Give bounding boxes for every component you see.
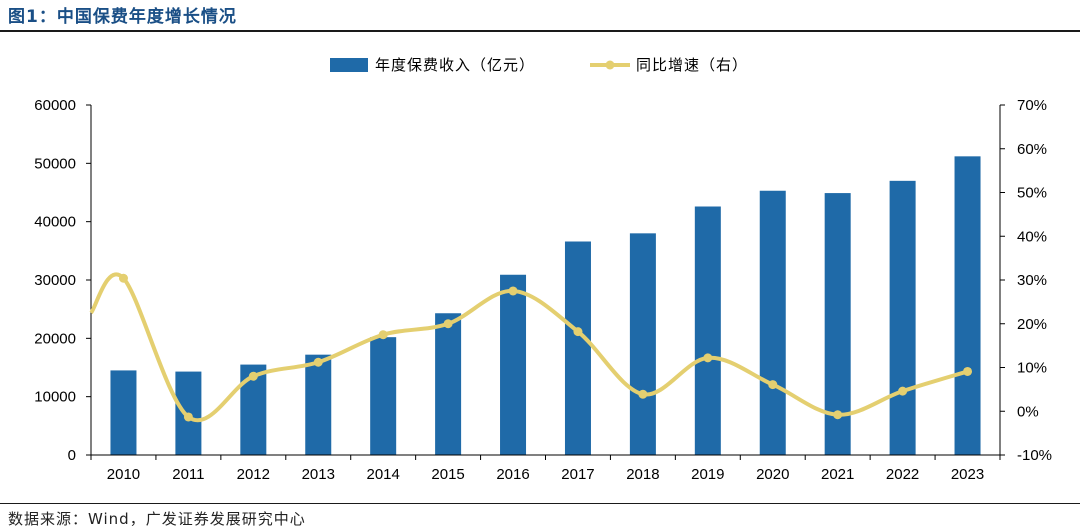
x-tick-label-2023: 2023 [951,466,984,483]
x-tick-label-2010: 2010 [107,466,140,483]
growth-point-2018 [638,389,648,399]
bar-2022 [889,180,916,456]
left-tick-label: 40000 [34,214,76,231]
x-tick-label-2021: 2021 [821,466,854,483]
legend-line-label: 同比增速（右） [636,56,748,74]
x-tick-label-2022: 2022 [886,466,919,483]
x-tick-label-2018: 2018 [626,466,659,483]
growth-point-2023 [963,366,973,376]
growth-point-2020 [768,380,778,390]
bar-2019 [694,206,721,455]
right-tick-label: -10% [1017,447,1052,464]
source-note: 数据来源：Wind，广发证券发展研究中心 [8,510,306,528]
bar-2014 [370,337,397,455]
left-tick-label: 30000 [34,272,76,289]
growth-point-2015 [443,319,453,329]
legend-line-marker [605,60,615,70]
growth-point-2016 [508,286,518,296]
right-tick-label: 40% [1017,228,1047,245]
x-tick-label-2020: 2020 [756,466,789,483]
line-series [89,272,973,423]
growth-point-2012 [248,371,258,381]
bottom-rule [0,503,1080,504]
right-tick-label: 0% [1017,403,1039,420]
growth-point-2019 [703,353,713,363]
right-tick-label: 50% [1017,185,1047,202]
right-tick-label: 20% [1017,316,1047,333]
right-tick-label: 70% [1017,97,1047,114]
top-rule [0,30,1080,32]
legend: 年度保费收入（亿元） 同比增速（右） [330,56,748,74]
growth-point-2010 [118,273,128,283]
bar-2023 [954,156,981,456]
figure-title: 图1：中国保费年度增长情况 [8,7,237,27]
growth-point-2011 [183,412,193,422]
x-tick-label-2015: 2015 [431,466,464,483]
left-tick-label: 20000 [34,330,76,347]
bar-2017 [564,241,591,455]
bar-2010 [110,370,137,455]
x-tick-label-2011: 2011 [172,466,204,483]
chart: 年度保费收入（亿元） 同比增速（右） 0 10000 20000 30000 40000 5… [34,56,1052,483]
right-tick-label: 30% [1017,272,1047,289]
x-tick-label-2016: 2016 [496,466,529,483]
x-tick-label-2017: 2017 [561,466,594,483]
right-tick-label: 60% [1017,141,1047,158]
left-tick-label: 0 [68,447,76,464]
bar-2020 [759,190,786,455]
x-tick-label-2019: 2019 [691,466,724,483]
legend-bar-label: 年度保费收入（亿元） [375,56,535,74]
axes: 0 10000 20000 30000 40000 50000 60000 -10% 0% 10%… [34,97,1052,483]
left-tick-label: 60000 [34,97,76,114]
growth-point-2013 [313,357,323,367]
x-tick-label-2014: 2014 [366,466,399,483]
bar-2016 [500,274,527,455]
bar-2015 [435,313,462,455]
bar-2013 [305,354,332,455]
left-tick-label: 10000 [34,389,76,406]
growth-point-2017 [573,327,583,337]
growth-point-2022 [898,386,908,396]
x-tick-label-2012: 2012 [237,466,270,483]
right-tick-label: 10% [1017,360,1047,377]
growth-point-2014 [378,330,388,340]
x-tick-label-2013: 2013 [302,466,335,483]
growth-point-2021 [833,410,843,420]
left-tick-label: 50000 [34,155,76,172]
legend-bar-swatch [330,58,368,72]
bar-2018 [629,233,656,455]
